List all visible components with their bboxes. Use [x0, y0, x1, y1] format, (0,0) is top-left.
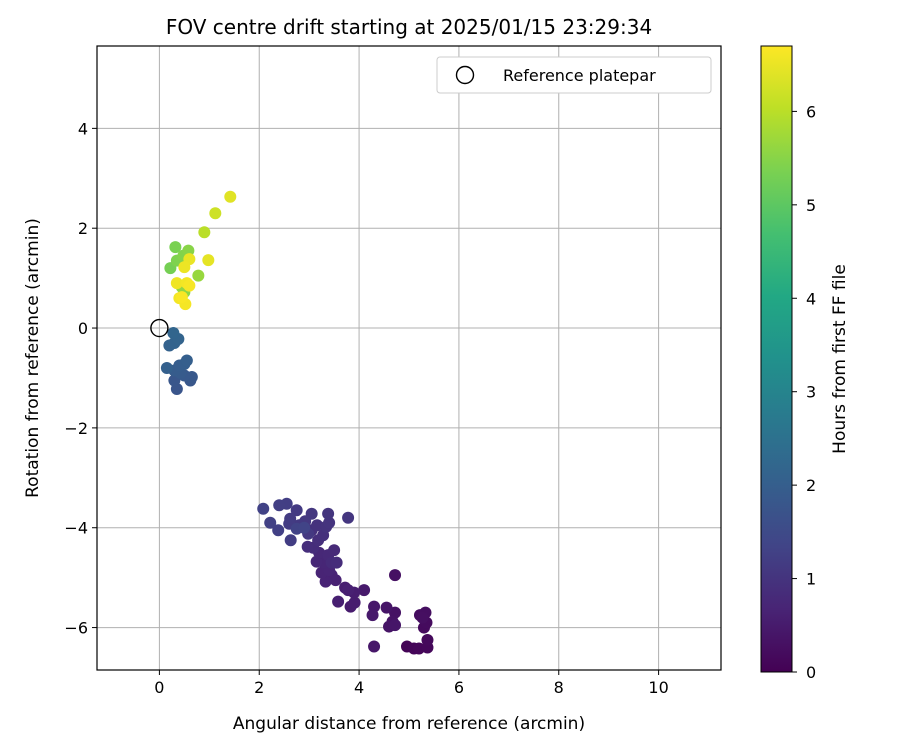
scatter-point: [368, 640, 381, 653]
colorbar-ticks: 0 1 2 3 4 5 6: [792, 102, 816, 682]
x-tick-label: 0: [154, 678, 164, 697]
y-tick-label: −2: [64, 419, 88, 438]
legend: Reference platepar: [436, 56, 712, 94]
reference-platepar-point: [150, 318, 169, 338]
scatter-point: [348, 596, 361, 609]
scatter-point: [301, 540, 314, 553]
scatter-point: [330, 556, 343, 569]
colorbar-label: Hours from first FF file: [830, 264, 850, 454]
colorbar-tick-label: 1: [806, 570, 816, 589]
plot-area-frame: [96, 45, 722, 671]
legend-open-circle-marker: [455, 65, 475, 85]
reference-marker: [150, 318, 169, 338]
scatter-point: [380, 601, 393, 614]
scatter-point: [311, 519, 324, 532]
y-tick-label: −4: [64, 519, 88, 538]
legend-box: [436, 56, 712, 94]
y-tick-label: 2: [78, 219, 88, 238]
scatter-point: [192, 269, 205, 282]
scatter-point: [183, 279, 196, 292]
scatter-point: [264, 516, 277, 529]
x-tick-label: 4: [354, 678, 364, 697]
scatter-point: [198, 226, 211, 239]
colorbar-gradient: [760, 45, 793, 673]
x-axis-label: Angular distance from reference (arcmin): [233, 714, 585, 734]
scatter-point: [298, 521, 311, 534]
scatter-point: [175, 291, 188, 304]
scatter-point: [310, 555, 323, 568]
x-tick-label: 2: [254, 678, 264, 697]
scatter-point: [178, 261, 191, 274]
scatter-point: [180, 354, 193, 367]
scatter-point: [358, 584, 371, 597]
chart-title: FOV centre drift starting at 2025/01/15 …: [166, 15, 652, 39]
scatter-point: [421, 634, 434, 647]
colorbar-tick-label: 2: [806, 476, 816, 495]
colorbar-tick-label: 5: [806, 196, 816, 215]
scatter-point: [322, 507, 335, 520]
x-axis-ticks: 0 2 4 6 8 10: [154, 670, 669, 697]
y-tick-label: 4: [78, 119, 88, 138]
scatter-point: [332, 595, 345, 608]
y-axis-ticks: −6 −4 −2 0 2 4: [64, 119, 97, 638]
legend-entry-label: Reference platepar: [503, 66, 656, 85]
scatter-point: [366, 609, 379, 622]
x-tick-label: 6: [454, 678, 464, 697]
colorbar-tick-label: 4: [806, 289, 816, 308]
data-points: [160, 190, 434, 655]
colorbar: 0 1 2 3 4 5 6 Hours from first FF file: [760, 45, 850, 682]
scatter-point: [170, 277, 183, 290]
scatter-point: [319, 575, 332, 588]
scatter-point: [416, 611, 429, 624]
scatter-point: [273, 499, 286, 512]
scatter-point: [323, 516, 336, 529]
y-axis-label: Rotation from reference (arcmin): [23, 218, 43, 498]
y-tick-label: 0: [78, 319, 88, 338]
scatter-point: [167, 327, 180, 340]
scatter-point: [342, 584, 355, 597]
y-tick-label: −6: [64, 619, 88, 638]
scatter-point: [202, 254, 215, 267]
scatter-point: [342, 511, 355, 524]
colorbar-tick-label: 3: [806, 383, 816, 402]
scatter-point: [257, 502, 270, 515]
colorbar-tick-label: 0: [806, 663, 816, 682]
colorbar-tick-label: 6: [806, 102, 816, 121]
x-tick-label: 8: [554, 678, 564, 697]
scatter-point: [389, 619, 402, 632]
scatter-point: [272, 524, 285, 537]
scatter-point: [290, 504, 303, 517]
scatter-point: [224, 190, 237, 203]
scatter-point: [389, 569, 402, 582]
scatter-point: [160, 361, 173, 374]
scatter-point: [209, 207, 222, 220]
x-tick-label: 10: [648, 678, 668, 697]
scatter-point: [284, 534, 297, 547]
scatter-point: [169, 241, 182, 254]
scatter-point: [328, 544, 341, 557]
